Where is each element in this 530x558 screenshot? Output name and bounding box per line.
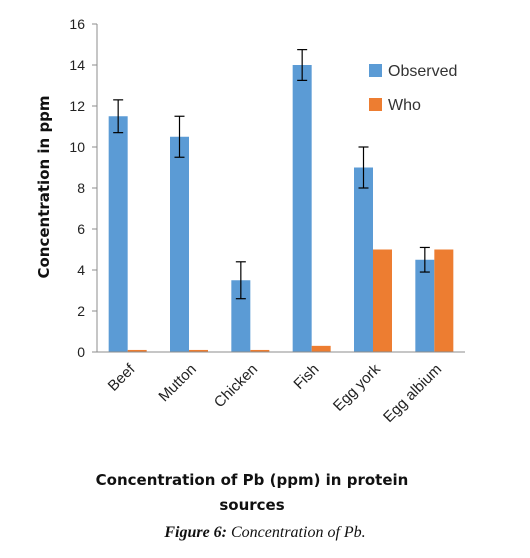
figure-label: Figure 6: [164, 524, 227, 541]
x-axis-title-line-2: sources [219, 496, 284, 514]
y-tick-label: 6 [77, 221, 85, 237]
x-tick-label: Beef [105, 360, 139, 394]
legend-label: Who [388, 97, 421, 114]
bar-observed-egg-albium [415, 259, 435, 352]
figure-caption: Figure 6: Concentration of Pb. [0, 524, 530, 542]
bar-chart: 0 2 4 6 8 10 12 14 16 Beef Mutton Chicken Fish Egg y… [35, 16, 465, 514]
legend: Observed Who [369, 63, 457, 114]
bar-who-beef [127, 349, 147, 352]
bar-who-mutton [189, 349, 208, 352]
y-tick-label: 8 [77, 180, 85, 196]
y-tick-label: 0 [77, 344, 85, 360]
x-tick-label: Fish [290, 361, 322, 393]
bars [108, 65, 454, 352]
y-tick-label: 4 [77, 262, 85, 278]
legend-label: Observed [388, 63, 457, 80]
y-tick-label: 16 [69, 16, 85, 32]
y-axis-ticks: 0 2 4 6 8 10 12 14 16 [69, 16, 97, 360]
bar-who-egg-york [373, 249, 392, 352]
x-tick-label: Chicken [211, 361, 261, 411]
x-tick-label: Egg york [330, 360, 384, 414]
legend-swatch [369, 98, 382, 111]
bar-who-chicken [250, 349, 270, 352]
y-tick-label: 14 [69, 57, 85, 73]
bar-observed-fish [292, 65, 312, 352]
bar-observed-egg-york [354, 167, 373, 352]
bar-who-egg-albium [434, 249, 454, 352]
x-tick-label: Egg albium [380, 361, 445, 426]
bar-observed-beef [108, 116, 128, 352]
bar-who-fish [311, 345, 331, 352]
legend-swatch [369, 64, 382, 77]
y-axis-title: Concentration in ppm [35, 95, 53, 278]
y-tick-label: 10 [69, 139, 85, 155]
x-axis-title-line-1: Concentration of Pb (ppm) in protein [96, 471, 409, 489]
figure-caption-text: Concentration of Pb. [227, 524, 366, 541]
error-bars [113, 49, 430, 300]
bar-observed-mutton [170, 136, 189, 352]
y-tick-label: 2 [77, 303, 85, 319]
x-tick-label: Mutton [155, 361, 199, 405]
y-tick-label: 12 [69, 98, 85, 114]
